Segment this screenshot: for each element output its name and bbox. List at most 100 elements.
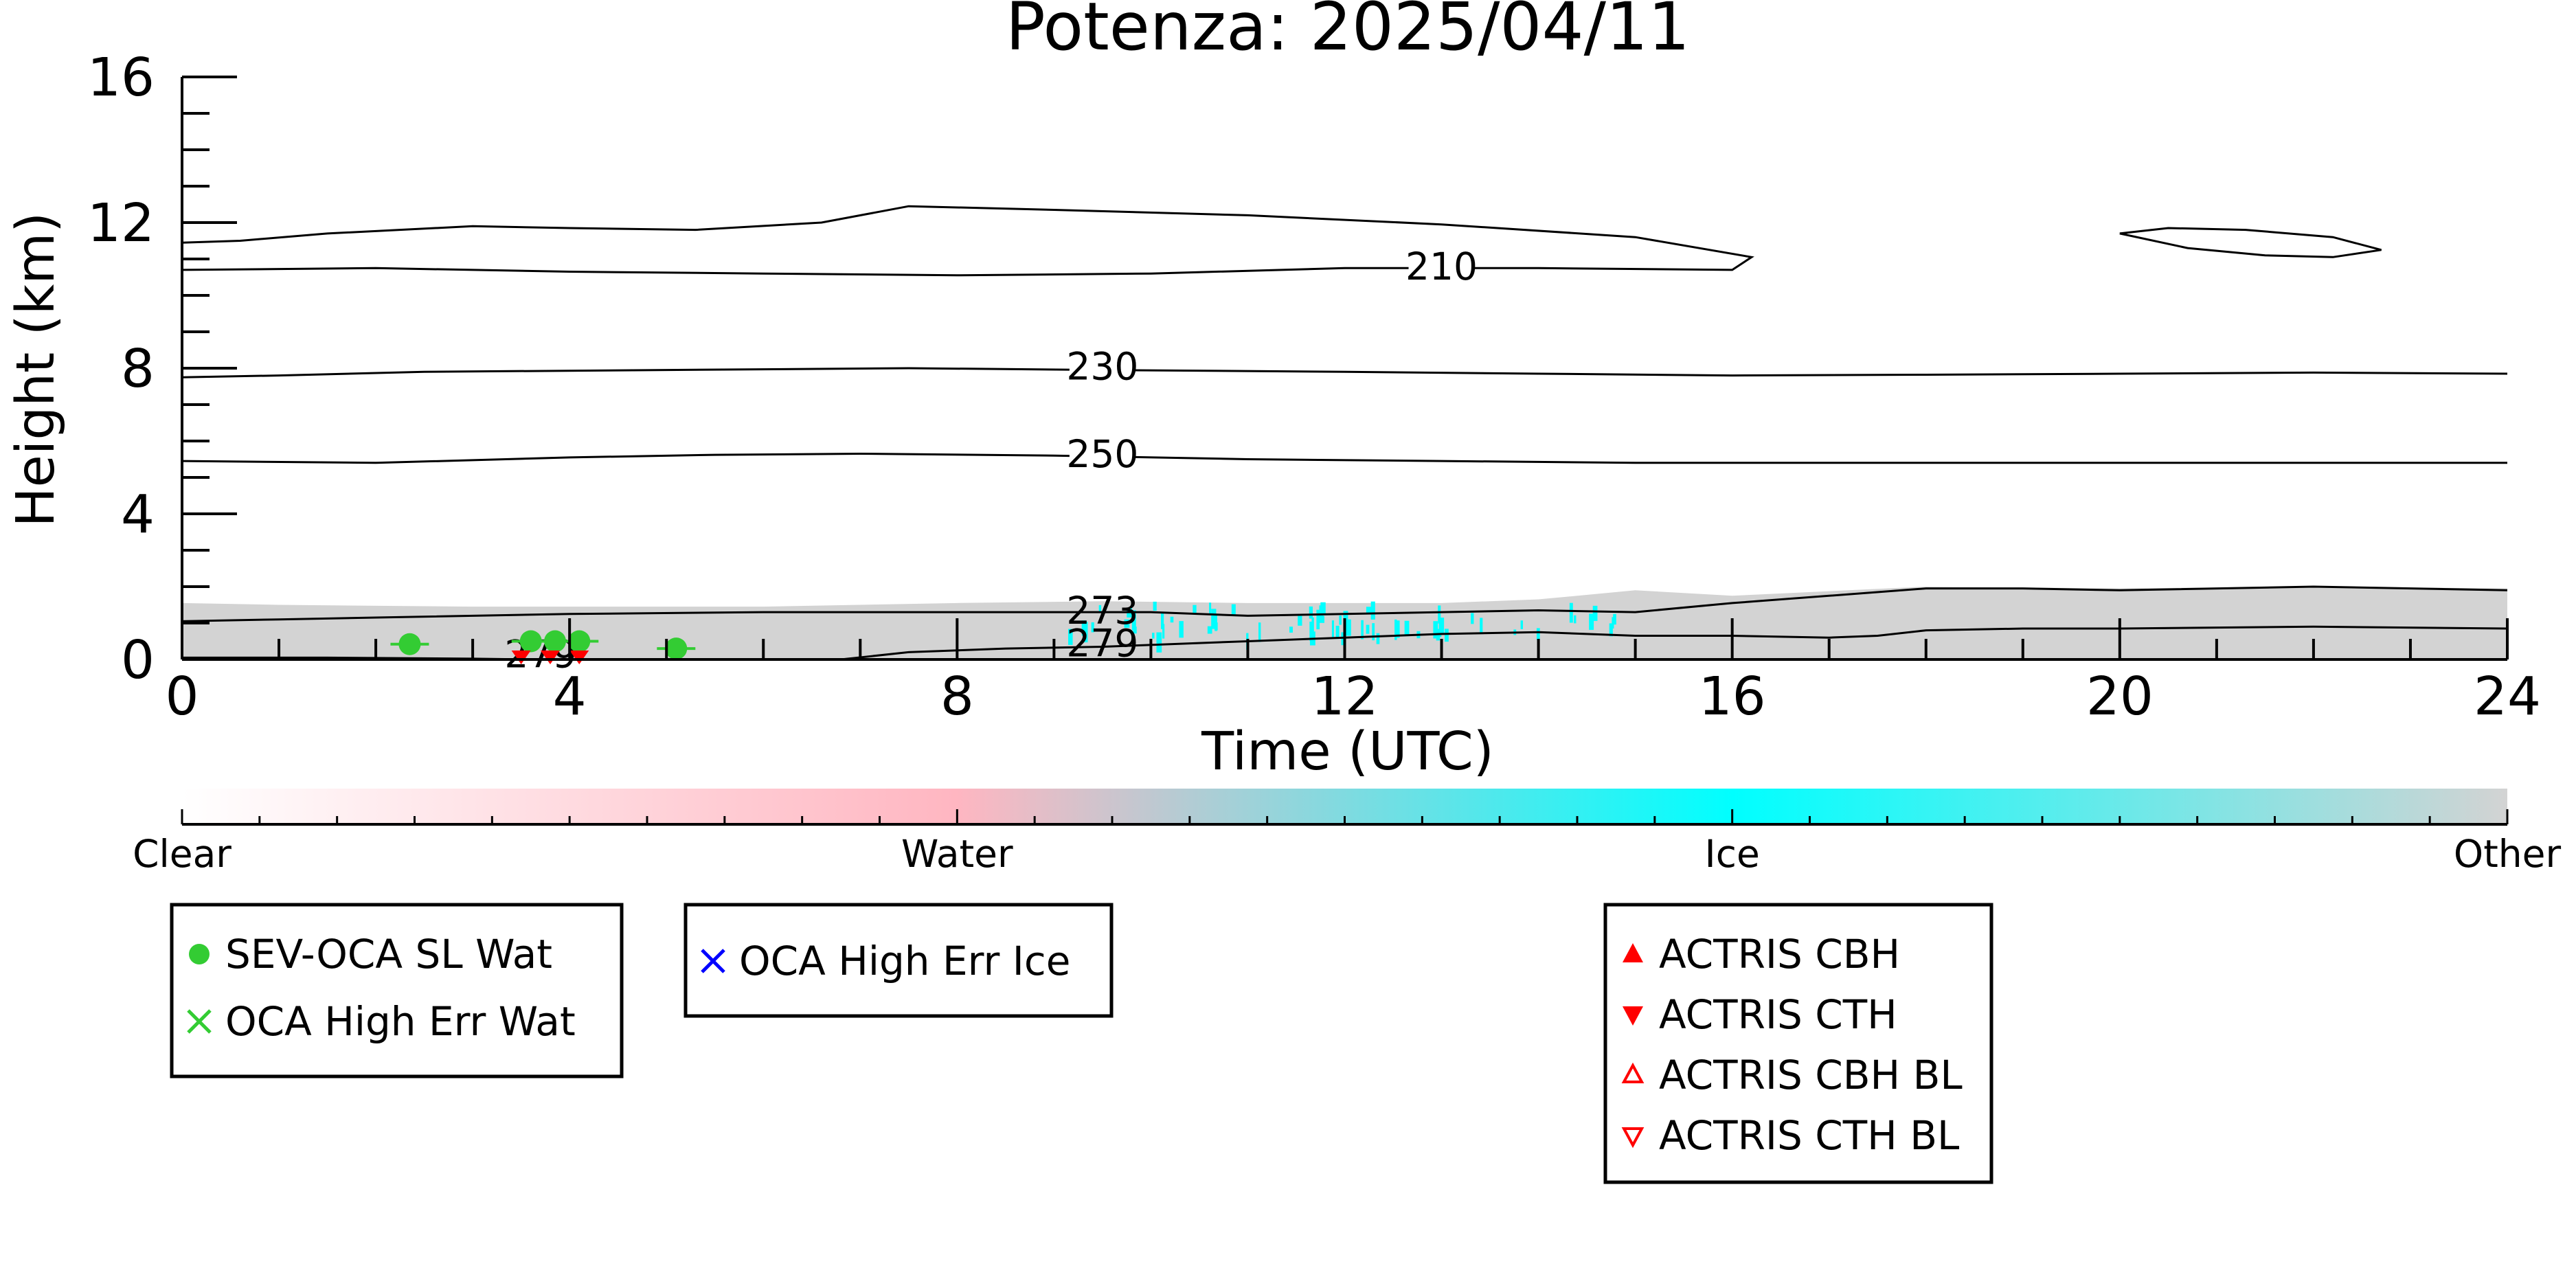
x-tick-label: 24 [2474, 666, 2541, 727]
ice-speckle [1520, 620, 1524, 629]
ice-speckle [1298, 615, 1302, 626]
contour-line-279 [840, 625, 2508, 661]
ice-speckle [1609, 623, 1613, 637]
ice-speckle [1156, 632, 1162, 653]
legend-entry-label: ACTRIS CBH BL [1659, 1052, 1963, 1098]
legend-box-3: ACTRIS CBH ACTRIS CTH ACTRIS CBH BL ACTRIS … [1603, 903, 1993, 1184]
contour-label-bg [1069, 352, 1136, 383]
ice-speckle [1376, 633, 1380, 644]
ice-speckle [1309, 606, 1313, 619]
ice-speckle [1084, 622, 1088, 643]
y-axis-label: Height (km) [5, 212, 67, 528]
ice-speckle [1152, 633, 1155, 639]
x-tick-label: 12 [1311, 666, 1379, 727]
colorbar-label: Clear [133, 832, 231, 876]
ice-speckle [1370, 601, 1375, 620]
ice-speckle [1569, 602, 1573, 623]
ice-speckle [1320, 602, 1326, 614]
ice-speckle [1397, 620, 1400, 638]
ice-speckle [1339, 615, 1342, 625]
legend-marker-x [701, 949, 725, 973]
point-sev-oca-sl-wat [665, 637, 688, 660]
ice-speckle [1438, 618, 1445, 634]
legend-marker-x [187, 1009, 212, 1034]
y-tick-label: 0 [121, 630, 155, 691]
ice-speckle [1160, 612, 1164, 629]
legend-entry-label: OCA High Err Ice [739, 938, 1070, 984]
x-tick-label: 0 [166, 666, 199, 727]
contour-label: 230 [1066, 345, 1138, 389]
ice-speckle [1124, 619, 1130, 628]
legend-marker-triangle-up-open [1621, 1062, 1645, 1083]
colorbar-label: Water [901, 832, 1013, 876]
ice-speckle [1170, 616, 1174, 623]
legend-entry-label: OCA High Err Wat [225, 998, 576, 1045]
contour-label-bg [1069, 439, 1136, 470]
contour-label: 250 [1066, 432, 1138, 476]
ice-speckle [1433, 621, 1438, 639]
ice-speckle [1361, 620, 1364, 640]
ice-speckle [1372, 623, 1375, 641]
legend-frame [683, 903, 1114, 1018]
contour-label: 279 [1066, 621, 1138, 665]
ice-speckle [1480, 618, 1483, 633]
axes: 0 4 8 12 16 20 24 0 4 8 12 16 [87, 47, 2541, 727]
x-axis-label: Time (UTC) [1201, 721, 1494, 782]
colorbar-label: Ice [1705, 832, 1760, 876]
point-sev-oca-sl-wat [568, 630, 591, 653]
ice-speckle [1209, 602, 1212, 614]
ice-speckle [1098, 605, 1102, 612]
contour-label: 210 [1405, 245, 1478, 289]
legends: SEV-OCA SL Wat OCA High Err Wat OCA High E… [170, 903, 1993, 1184]
ice-speckle [1081, 620, 1087, 636]
y-tick-label: 8 [121, 339, 155, 400]
ice-speckle [1211, 609, 1217, 629]
ice-speckle [1091, 622, 1094, 633]
ice-speckle [1131, 610, 1136, 631]
ice-speckle [1366, 624, 1370, 634]
ice-speckle [1613, 613, 1616, 625]
ice-speckle [1214, 614, 1217, 631]
ice-speckle [1471, 613, 1474, 624]
ice-speckle [1316, 609, 1320, 630]
point-sev-oca-sl-wat [519, 630, 542, 653]
ice-speckle [1207, 626, 1212, 634]
ice-speckle [1536, 628, 1540, 640]
legend-frame [1603, 903, 1993, 1184]
ice-speckle [1394, 619, 1397, 640]
ice-speckle [1289, 626, 1293, 633]
legend-entry-label: ACTRIS CBH [1659, 931, 1900, 978]
x-tick-label: 8 [940, 666, 974, 727]
x-tick-label: 20 [2086, 666, 2154, 727]
colorbar: Clear Water Ice Other [133, 789, 2561, 876]
ice-speckle [1179, 621, 1184, 638]
ice-speckle [1162, 624, 1165, 639]
x-tick-label: 4 [553, 666, 587, 727]
contour-label: 273 [1066, 589, 1138, 633]
y-tick-label: 4 [121, 484, 155, 545]
y-tick-label: 12 [87, 193, 155, 254]
ice-speckle [1331, 620, 1334, 637]
legend-box-1: SEV-OCA SL Wat OCA High Err Wat [170, 903, 624, 1078]
ice-speckle [1309, 621, 1314, 641]
ice-speckle [1366, 607, 1372, 615]
legend-marker-triangle-down-open [1621, 1127, 1645, 1149]
ice-speckle [1258, 622, 1261, 642]
chart-title: Potenza: 2025/04/11 [1006, 0, 1690, 65]
point-sev-oca-sl-wat [544, 630, 567, 653]
ice-speckle [1612, 617, 1614, 629]
ice-speckle [1193, 605, 1197, 614]
ice-speckle [1592, 605, 1598, 621]
point-sev-oca-sl-wat [398, 633, 421, 655]
ice-speckle [1335, 625, 1340, 640]
legend-marker-triangle-up [1623, 943, 1643, 962]
ice-speckle [1589, 613, 1594, 630]
contour-line-250 [181, 452, 2507, 464]
legend-entry-label: ACTRIS CTH BL [1659, 1112, 1959, 1159]
point-actris-cth [569, 650, 589, 664]
point-actris-cth [511, 650, 531, 664]
contour-label-bg [1408, 251, 1475, 282]
ice-speckle [1153, 601, 1157, 611]
